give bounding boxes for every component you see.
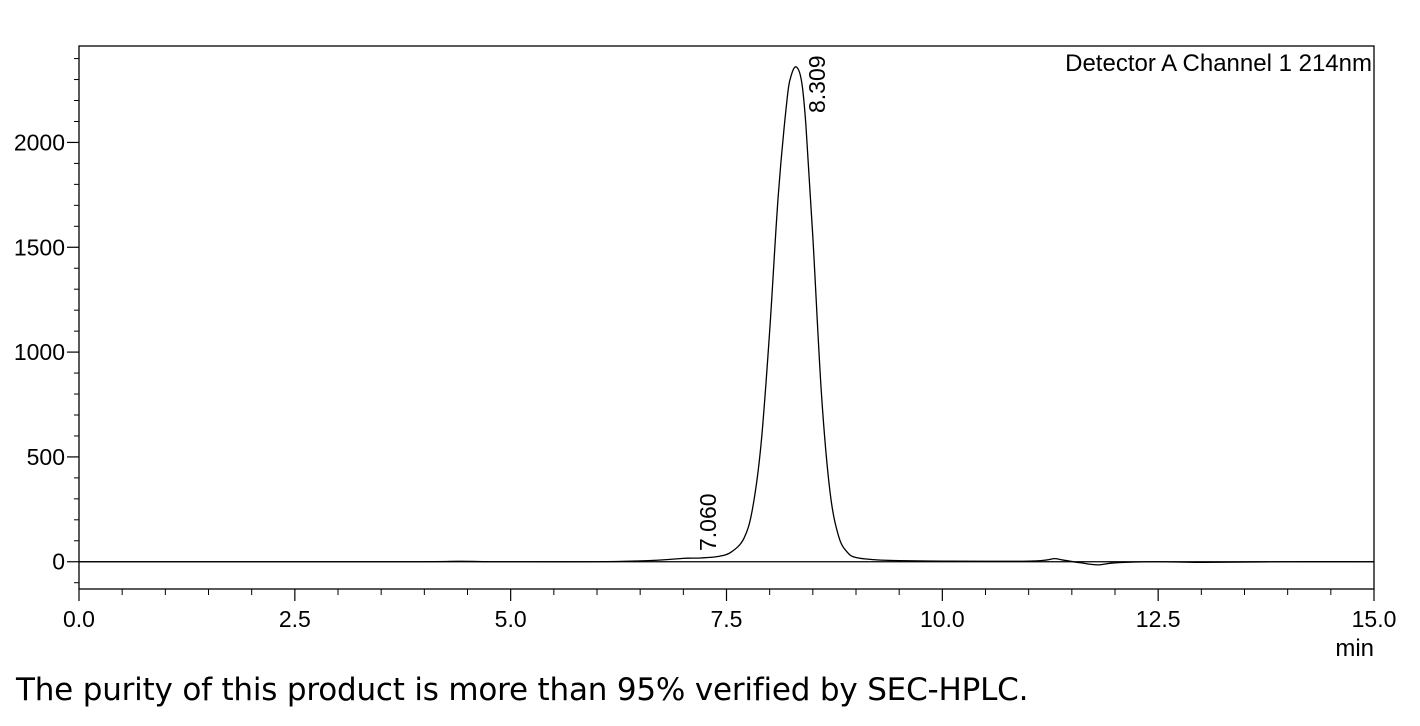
x-tick-label: 12.5 (1136, 606, 1181, 632)
y-tick-label: 2000 (14, 129, 65, 155)
peak-label: 7.060 (695, 493, 721, 551)
purity-caption: The purity of this product is more than … (16, 672, 1029, 708)
y-tick-label: 0 (52, 549, 65, 575)
x-tick-label: 10.0 (920, 606, 965, 632)
axes-layer (78, 45, 1375, 590)
y-tick-label: 1000 (14, 339, 65, 365)
chromatogram-trace (78, 66, 1375, 566)
x-tick-label: 15.0 (1352, 606, 1397, 632)
y-tick-label: 1500 (14, 234, 65, 260)
series-layer (78, 66, 1375, 566)
x-axis-label: min (1335, 635, 1374, 662)
peak-label: 8.309 (804, 55, 830, 113)
detector-annotation: Detector A Channel 1 214nm (1065, 50, 1372, 77)
x-tick-label: 7.5 (711, 606, 743, 632)
plot-frame (78, 45, 1375, 590)
x-tick-label: 5.0 (495, 606, 527, 632)
chromatogram-chart: Detector A Channel 1 214nm min 0 500 1000 1… (14, 45, 1397, 662)
y-tick-label: 500 (27, 444, 65, 470)
ticks-layer (67, 58, 1375, 601)
x-tick-label: 2.5 (279, 606, 311, 632)
labels-layer: Detector A Channel 1 214nm min 0 500 1000 1… (14, 50, 1397, 662)
x-tick-label: 0.0 (63, 606, 95, 632)
